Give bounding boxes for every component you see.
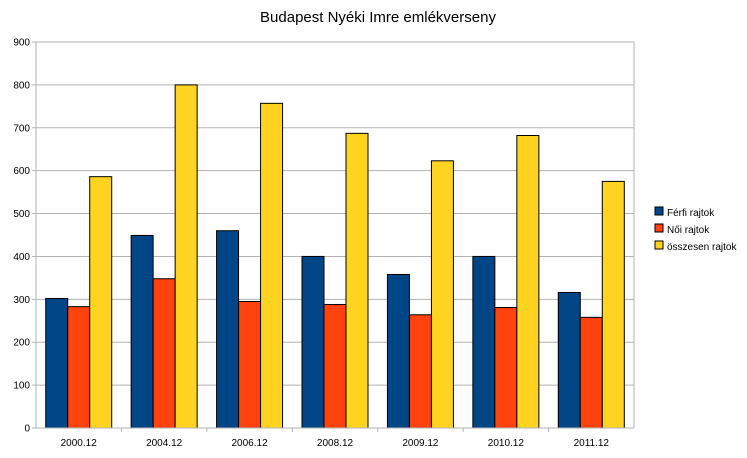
bar-férfi-rajtok-2008.12 [301,255,325,429]
y-tick-label: 600 [13,166,30,177]
x-tick-label: 2009.12 [402,438,439,449]
legend-label: Női rajtok [667,225,710,236]
x-tick-label: 2004.12 [146,438,183,449]
legend-label: Férfi rajtok [667,208,715,219]
x-tick-label: 2000.12 [61,438,98,449]
bar-női-rajtok-2009.12 [408,314,432,429]
bar-női-rajtok-2010.12 [494,306,518,429]
bar-összesen-rajtok-2000.12 [89,176,113,429]
bars [45,84,625,429]
x-tick-label: 2006.12 [231,438,268,449]
y-tick-label: 300 [13,295,30,306]
y-tick-label: 100 [13,381,30,392]
axes [32,41,635,432]
bar-összesen-rajtok-2006.12 [260,102,284,429]
bar-férfi-rajtok-2010.12 [472,255,496,429]
y-tick-label: 400 [13,252,30,263]
y-tick-label: 800 [13,80,30,91]
bar-összesen-rajtok-2008.12 [345,132,369,429]
bar-férfi-rajtok-2000.12 [45,297,69,429]
y-tick-label: 0 [24,424,30,435]
plot-area-border [35,41,635,429]
y-tick-label: 900 [13,38,30,49]
bar-női-rajtok-2006.12 [238,300,262,429]
y-tick-label: 500 [13,209,30,220]
bar-összesen-rajtok-2004.12 [174,84,198,429]
bar-női-rajtok-2000.12 [67,306,91,429]
bar-férfi-rajtok-2009.12 [386,273,410,429]
bar-férfi-rajtok-2011.12 [557,291,581,429]
bar-férfi-rajtok-2006.12 [216,230,240,429]
legend-label: összesen rajtok [667,242,737,253]
x-tick-label: 2008.12 [317,438,354,449]
x-axis-ticks: 2000.12 2004.12 2006.12 2008.12 2009.12 2010.… [61,438,610,449]
bar-női-rajtok-2011.12 [579,316,603,429]
bar-férfi-rajtok-2004.12 [130,234,154,429]
x-tick-label: 2010.12 [488,438,525,449]
legend-swatch [654,240,664,250]
bar-összesen-rajtok-2009.12 [430,160,454,429]
y-tick-label: 200 [13,338,30,349]
y-axis-ticks: 0 100 200 300 400 500 600 700 800 900 [13,38,30,435]
legend: Férfi rajtok Női rajtok összesen rajtok [654,206,737,253]
bar-összesen-rajtok-2010.12 [516,134,540,429]
legend-swatch [654,206,664,216]
bar-női-rajtok-2004.12 [152,278,176,429]
bar-összesen-rajtok-2011.12 [601,180,625,429]
x-tick-label: 2011.12 [574,438,610,449]
legend-swatch [654,223,664,233]
chart-title: Budapest Nyéki Imre emlékverseny [260,9,496,26]
y-tick-label: 700 [13,123,30,134]
bar-női-rajtok-2008.12 [323,303,347,429]
